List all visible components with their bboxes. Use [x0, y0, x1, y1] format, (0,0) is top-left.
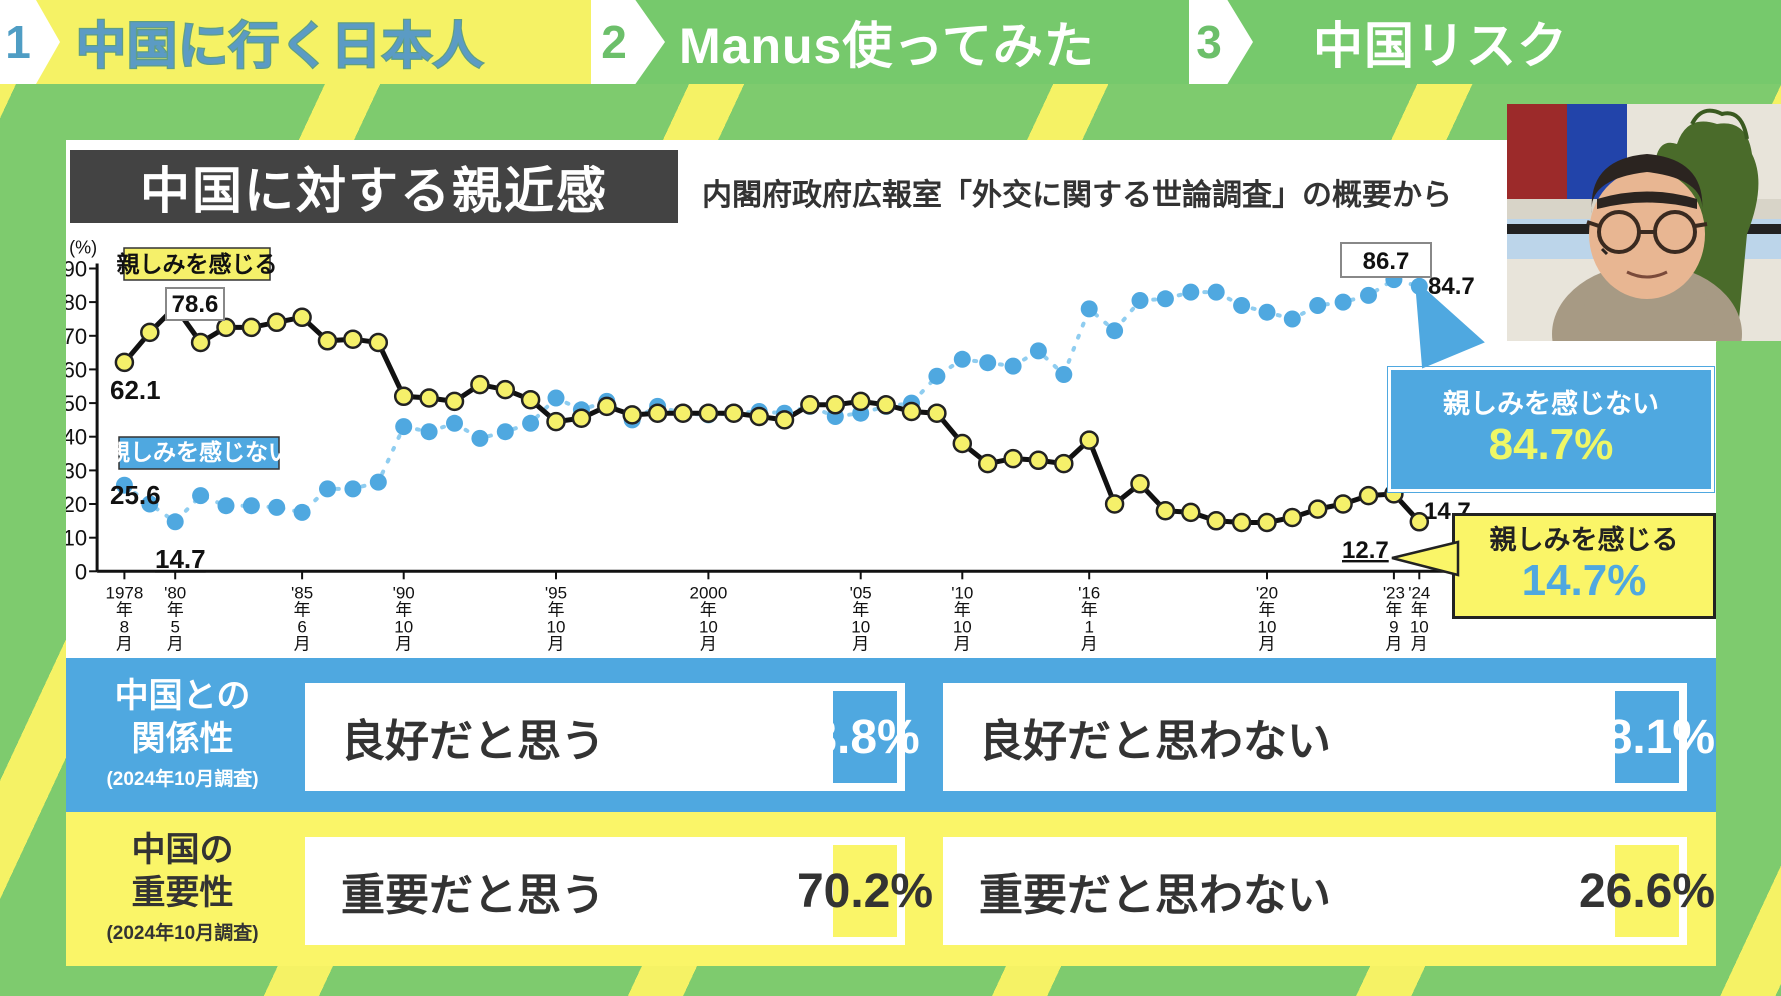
svg-text:月: 月	[1385, 634, 1402, 653]
svg-text:80: 80	[66, 290, 87, 315]
svg-text:30: 30	[66, 458, 87, 483]
svg-text:20: 20	[66, 492, 87, 517]
svg-text:月: 月	[1259, 634, 1276, 653]
svg-text:月: 月	[167, 634, 184, 653]
svg-text:12.7: 12.7	[1342, 537, 1389, 564]
svg-text:70: 70	[66, 324, 87, 349]
svg-text:60: 60	[66, 357, 87, 382]
svg-text:月: 月	[116, 634, 133, 653]
svg-text:月: 月	[700, 634, 717, 653]
svg-text:62.1: 62.1	[110, 375, 161, 405]
svg-text:月: 月	[548, 634, 565, 653]
svg-text:月: 月	[1411, 634, 1428, 653]
svg-text:78.6: 78.6	[172, 291, 219, 318]
svg-text:14.7: 14.7	[155, 544, 206, 574]
svg-text:40: 40	[66, 425, 87, 450]
svg-text:90: 90	[66, 257, 87, 282]
svg-text:月: 月	[852, 634, 869, 653]
svg-text:月: 月	[395, 634, 412, 653]
svg-text:親しみを感じる: 親しみを感じる	[117, 251, 278, 277]
svg-text:月: 月	[1081, 634, 1098, 653]
svg-text:月: 月	[294, 634, 311, 653]
svg-text:月: 月	[954, 634, 971, 653]
svg-text:(%): (%)	[69, 238, 97, 258]
svg-text:0: 0	[75, 559, 87, 584]
svg-text:親しみを感じない: 親しみを感じない	[107, 439, 291, 465]
svg-text:25.6: 25.6	[110, 480, 161, 510]
svg-text:50: 50	[66, 391, 87, 416]
svg-text:10: 10	[66, 526, 87, 551]
